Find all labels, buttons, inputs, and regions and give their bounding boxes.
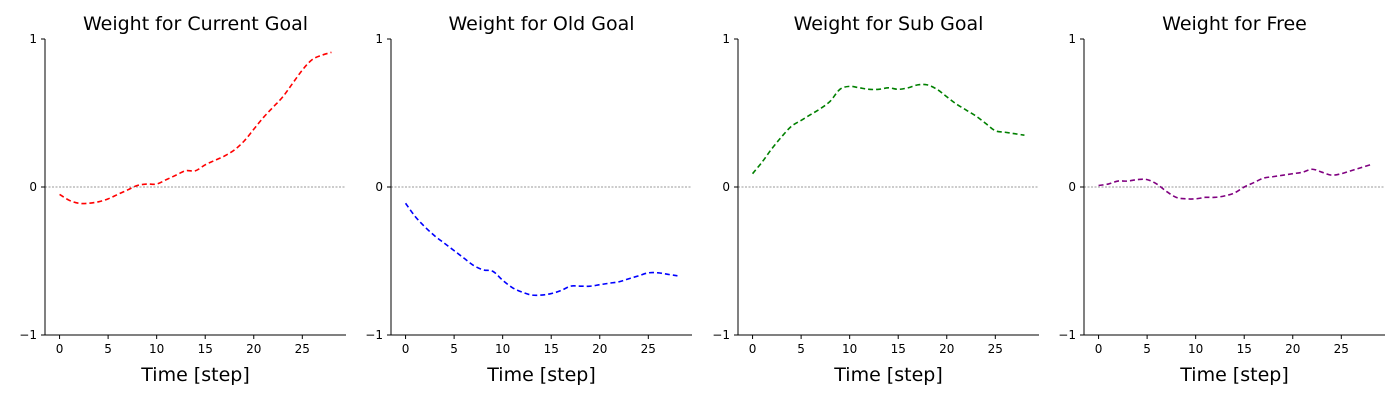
x-tick-label: 15 (544, 342, 559, 356)
series-line (404, 202, 678, 297)
panel-title: Weight for Current Goal (83, 13, 308, 35)
panel-title: Weight for Old Goal (448, 13, 634, 35)
y-tick-label: −1 (712, 328, 730, 342)
x-tick-label: 20 (246, 342, 261, 356)
x-tick-label: 20 (939, 342, 954, 356)
y-tick-label: 1 (29, 32, 37, 46)
x-tick-label: 25 (1334, 342, 1349, 356)
series-line (751, 83, 1025, 175)
series-line (59, 51, 332, 205)
x-tick-label: 10 (842, 342, 857, 356)
x-axis-label: Time [step] (1179, 364, 1288, 386)
x-tick-label: 0 (1095, 342, 1103, 356)
series-line (1098, 164, 1371, 200)
y-tick-label: 1 (375, 32, 383, 46)
x-tick-label: 5 (450, 342, 458, 356)
x-tick-label: 10 (1188, 342, 1203, 356)
x-tick-label: 10 (495, 342, 510, 356)
x-tick-label: 0 (56, 342, 64, 356)
y-tick-label: 1 (1068, 32, 1076, 46)
y-tick-label: 0 (722, 180, 730, 194)
x-tick-label: 20 (592, 342, 607, 356)
x-tick-label: 25 (295, 342, 310, 356)
x-tick-label: 15 (1237, 342, 1252, 356)
y-tick-label: 0 (375, 180, 383, 194)
x-tick-label: 0 (749, 342, 757, 356)
panel-title: Weight for Sub Goal (794, 13, 984, 35)
y-tick-label: 0 (29, 180, 37, 194)
x-axis-label: Time [step] (486, 364, 595, 386)
y-tick-label: 0 (1068, 180, 1076, 194)
y-tick-label: 1 (722, 32, 730, 46)
x-tick-label: 15 (198, 342, 213, 356)
y-tick-label: −1 (19, 328, 37, 342)
x-axis-label: Time [step] (140, 364, 249, 386)
x-tick-label: 20 (1285, 342, 1300, 356)
x-tick-label: 15 (891, 342, 906, 356)
x-tick-label: 25 (988, 342, 1003, 356)
x-tick-label: 5 (797, 342, 805, 356)
x-tick-label: 25 (641, 342, 656, 356)
x-tick-label: 5 (1143, 342, 1151, 356)
x-tick-label: 0 (402, 342, 410, 356)
panel-title: Weight for Free (1162, 13, 1307, 35)
y-tick-label: −1 (1058, 328, 1076, 342)
x-tick-label: 5 (104, 342, 112, 356)
y-tick-label: −1 (365, 328, 383, 342)
x-axis-label: Time [step] (833, 364, 942, 386)
x-tick-label: 10 (149, 342, 164, 356)
